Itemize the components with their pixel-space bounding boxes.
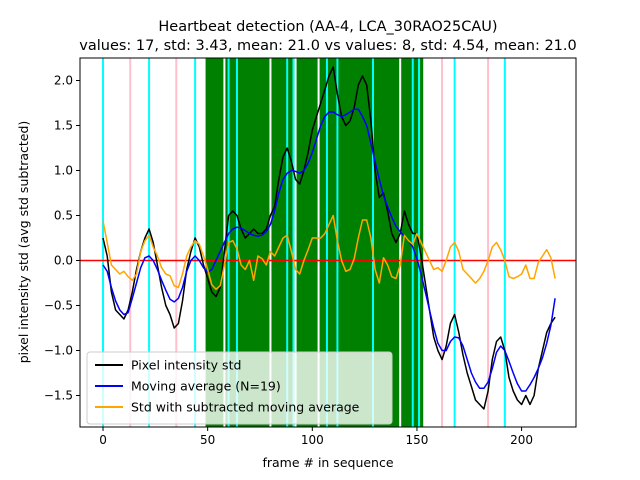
x-tick-label: 200: [510, 433, 533, 447]
series-line-1: [102, 66, 556, 410]
y-tick-label: 1.5: [54, 119, 73, 133]
series-line-3: [102, 214, 556, 291]
axes: 0 50 100 150 200 −1.5 −1.0 −0.5 0.0 0.5 1.0 1.5 2.0: [44, 57, 577, 447]
y-tick-label: −0.5: [44, 299, 73, 313]
y-tick-label: −1.5: [44, 389, 73, 403]
y-tick-label: 0.0: [54, 254, 73, 268]
legend: Pixel intensity std Moving average (N=19)…: [86, 351, 393, 425]
x-tick-label: 0: [99, 433, 107, 447]
series-line-2: [102, 108, 556, 392]
legend-label: Pixel intensity std: [131, 358, 241, 373]
y-tick-label: 2.0: [54, 74, 73, 88]
x-tick-label: 150: [405, 433, 428, 447]
x-tick-label: 50: [200, 433, 215, 447]
y-tick-label: −1.0: [44, 344, 73, 358]
y-tick-label: 1.0: [54, 164, 73, 178]
legend-label: Moving average (N=19): [131, 379, 281, 394]
x-axis-label: frame # in sequence: [262, 455, 393, 470]
y-tick-label: 0.5: [54, 209, 73, 223]
y-axis-label: pixel intensity std (avg std subtracted): [16, 121, 31, 364]
x-tick-label: 100: [301, 433, 324, 447]
legend-label: Std with subtracted moving average: [131, 400, 360, 415]
legend-box: [86, 351, 393, 425]
plot-frame: [79, 57, 577, 428]
chart-subtitle: values: 17, std: 3.43, mean: 21.0 vs val…: [79, 38, 576, 54]
chart-title: Heartbeat detection (AA-4, LCA_30RAO25CA…: [158, 19, 497, 35]
